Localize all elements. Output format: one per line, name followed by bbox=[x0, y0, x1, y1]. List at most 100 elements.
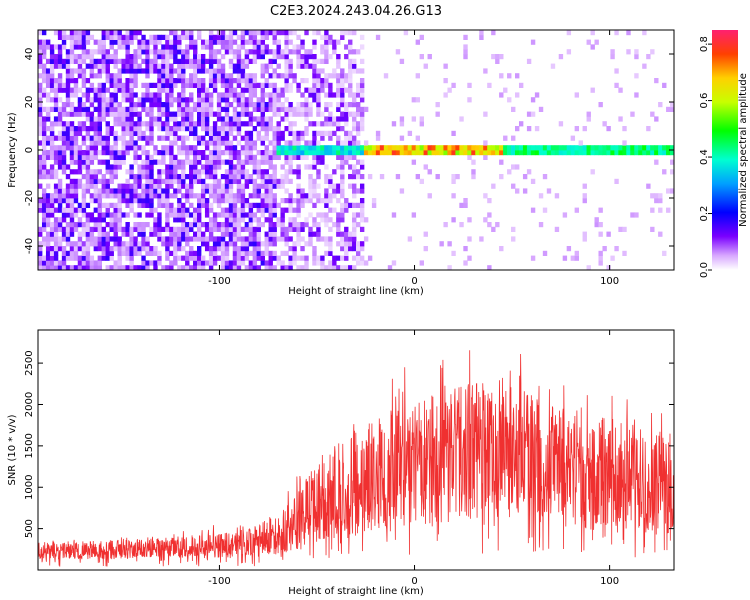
spectrogram-cell bbox=[658, 198, 663, 204]
spectrogram-cell bbox=[216, 145, 222, 151]
spectrogram-cell bbox=[197, 207, 202, 213]
spectrogram-cell bbox=[185, 111, 190, 117]
spectrogram-cell bbox=[89, 183, 95, 189]
spectrogram-cell bbox=[185, 97, 190, 103]
spectrogram-cell bbox=[268, 226, 273, 232]
spectrogram-cell bbox=[149, 121, 154, 127]
spectrogram-cell bbox=[109, 188, 114, 194]
spectrogram-cell bbox=[228, 102, 234, 108]
spectrogram-cell bbox=[117, 217, 122, 223]
spectrogram-cell bbox=[467, 236, 472, 242]
spectrogram-cell bbox=[169, 265, 174, 270]
spectrogram-cell bbox=[316, 58, 321, 64]
spectrogram-cell bbox=[292, 260, 297, 266]
colorbar-tick-label: 0.8 bbox=[699, 36, 710, 52]
spectrogram-cell bbox=[49, 207, 55, 213]
spectrogram-cell bbox=[320, 130, 325, 136]
spectrogram-cell bbox=[149, 212, 154, 218]
spectrogram-cell bbox=[65, 97, 71, 103]
spectrogram-cell bbox=[177, 217, 182, 223]
spectrogram-cell bbox=[89, 236, 95, 242]
spectrogram-cell bbox=[41, 68, 47, 74]
spectrogram-cell bbox=[443, 92, 448, 98]
spectrogram-cell bbox=[141, 58, 146, 64]
spectrogram-cell bbox=[276, 150, 281, 156]
spectrogram-cell bbox=[574, 145, 580, 151]
spectrogram-cell bbox=[598, 255, 603, 261]
spectrogram-cell bbox=[276, 92, 281, 98]
spectrogram-cell bbox=[61, 102, 67, 108]
spectrogram-cell bbox=[328, 135, 333, 141]
spectrogram-cell bbox=[320, 121, 325, 127]
spectrogram-cell bbox=[81, 198, 87, 204]
spectrogram-cell bbox=[97, 140, 103, 146]
spectrogram-cell bbox=[292, 246, 297, 252]
spectrogram-cell bbox=[264, 68, 269, 74]
spectrogram-cell bbox=[49, 97, 55, 103]
spectrogram-cell bbox=[185, 226, 190, 232]
spectrogram-cell bbox=[212, 241, 218, 247]
spectrogram-cell bbox=[41, 255, 47, 261]
spectrogram-cell bbox=[352, 193, 357, 199]
spectrogram-cell bbox=[248, 174, 254, 180]
spectrogram-cell bbox=[200, 169, 206, 175]
spectrogram-cell bbox=[411, 116, 417, 122]
spectrogram-cell bbox=[240, 58, 246, 64]
spectrogram-cell bbox=[105, 135, 110, 141]
spectrogram-cell bbox=[658, 102, 663, 108]
spectrogram-cell bbox=[208, 154, 214, 160]
spectrogram-cell bbox=[189, 97, 194, 103]
spectrogram-cell bbox=[300, 63, 305, 69]
spectrogram-cell bbox=[181, 135, 186, 141]
spectrogram-cell bbox=[348, 164, 353, 170]
spectrogram-cell bbox=[344, 226, 349, 232]
spectrogram-cell bbox=[328, 39, 333, 45]
spectrogram-cell bbox=[157, 68, 162, 74]
spectrogram-cell bbox=[244, 255, 250, 261]
spectrogram-cell bbox=[141, 231, 146, 237]
spectrogram-cell bbox=[189, 44, 194, 50]
spectrogram-cell bbox=[634, 92, 639, 98]
spectrogram-cell bbox=[105, 30, 110, 36]
spectrogram-cell bbox=[558, 121, 564, 127]
spectrogram-cell bbox=[38, 198, 43, 204]
spectrogram-cell bbox=[248, 92, 254, 98]
spectrogram-cell bbox=[423, 164, 428, 170]
spectrogram-cell bbox=[185, 102, 190, 108]
spectrogram-cell bbox=[268, 255, 273, 261]
spectrogram-cell bbox=[200, 54, 206, 60]
spectrogram-cell bbox=[125, 222, 130, 228]
spectrogram-cell bbox=[348, 140, 353, 146]
spectrogram-cell bbox=[288, 198, 293, 204]
spectrogram-cell bbox=[248, 207, 254, 213]
spectrogram-cell bbox=[149, 202, 154, 208]
spectrogram-cell bbox=[157, 183, 162, 189]
spectrogram-cell bbox=[244, 49, 250, 55]
spectrogram-cell bbox=[69, 102, 75, 108]
spectrogram-cell bbox=[359, 34, 365, 40]
spectrogram-cell bbox=[173, 54, 178, 60]
spectrogram-cell bbox=[157, 34, 162, 40]
spectrogram-cell bbox=[53, 231, 59, 237]
spectrogram-cell bbox=[638, 150, 643, 156]
spectrogram-cell bbox=[244, 159, 250, 165]
spectrogram-cell bbox=[204, 92, 210, 98]
spectrogram-cell bbox=[57, 54, 63, 60]
spectrogram-cell bbox=[276, 236, 281, 242]
spectrogram-cell bbox=[185, 106, 190, 112]
spectrogram-cell bbox=[328, 150, 333, 156]
spectrogram-cell bbox=[129, 250, 134, 256]
spectrogram-cell bbox=[248, 97, 254, 103]
spectrogram-cell bbox=[105, 121, 110, 127]
spectrogram-cell bbox=[117, 68, 122, 74]
spectrogram-cell bbox=[189, 126, 194, 132]
spectrogram-cell bbox=[312, 217, 317, 223]
spectrogram-cell bbox=[53, 226, 59, 232]
spectrogram-cell bbox=[300, 135, 305, 141]
spectrogram-cell bbox=[173, 58, 178, 64]
spectrogram-cell bbox=[248, 58, 254, 64]
spectrogram-cell bbox=[415, 174, 421, 180]
spectrogram-cell bbox=[232, 207, 238, 213]
spectrogram-cell bbox=[515, 188, 520, 194]
spectrogram-cell bbox=[224, 145, 230, 151]
